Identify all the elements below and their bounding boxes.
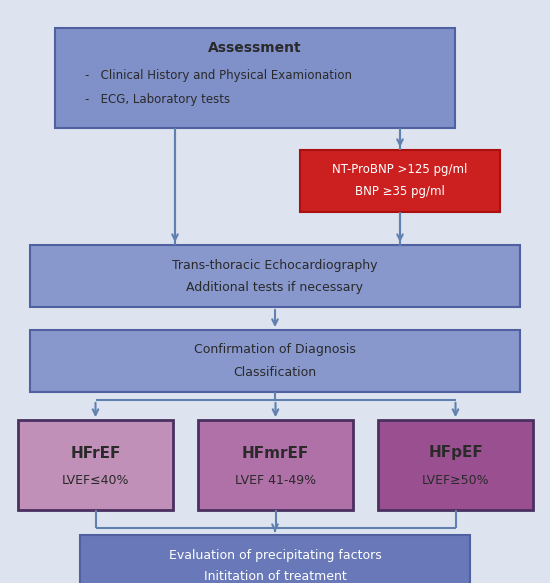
Text: LVEF 41-49%: LVEF 41-49% [235, 473, 316, 486]
Bar [198, 420, 353, 510]
Bar [300, 150, 500, 212]
Text: HFrEF: HFrEF [70, 445, 120, 461]
Text: LVEF≥50%: LVEF≥50% [422, 473, 490, 486]
Text: HFpEF: HFpEF [428, 445, 483, 461]
Bar [30, 245, 520, 307]
Text: -   Clinical History and Physical Examionation: - Clinical History and Physical Examiona… [85, 69, 352, 83]
Text: Classification: Classification [233, 366, 317, 378]
Bar [378, 420, 533, 510]
Text: Inititation of treatment: Inititation of treatment [204, 571, 346, 583]
Text: -   ECG, Laboratory tests: - ECG, Laboratory tests [85, 93, 230, 107]
Bar [55, 28, 455, 128]
Bar [30, 330, 520, 392]
Bar [18, 420, 173, 510]
Text: HFmrEF: HFmrEF [242, 445, 309, 461]
Text: Evaluation of precipitating factors: Evaluation of precipitating factors [169, 549, 381, 561]
Text: NT-ProBNP >125 pg/ml: NT-ProBNP >125 pg/ml [332, 163, 468, 177]
Text: LVEF≤40%: LVEF≤40% [62, 473, 129, 486]
Bar [80, 535, 470, 583]
Text: Additional tests if necessary: Additional tests if necessary [186, 280, 364, 293]
Text: Trans-thoracic Echocardiography: Trans-thoracic Echocardiography [172, 258, 378, 272]
Text: Confirmation of Diagnosis: Confirmation of Diagnosis [194, 343, 356, 356]
Text: BNP ≥35 pg/ml: BNP ≥35 pg/ml [355, 185, 445, 198]
Text: Assessment: Assessment [208, 41, 302, 55]
